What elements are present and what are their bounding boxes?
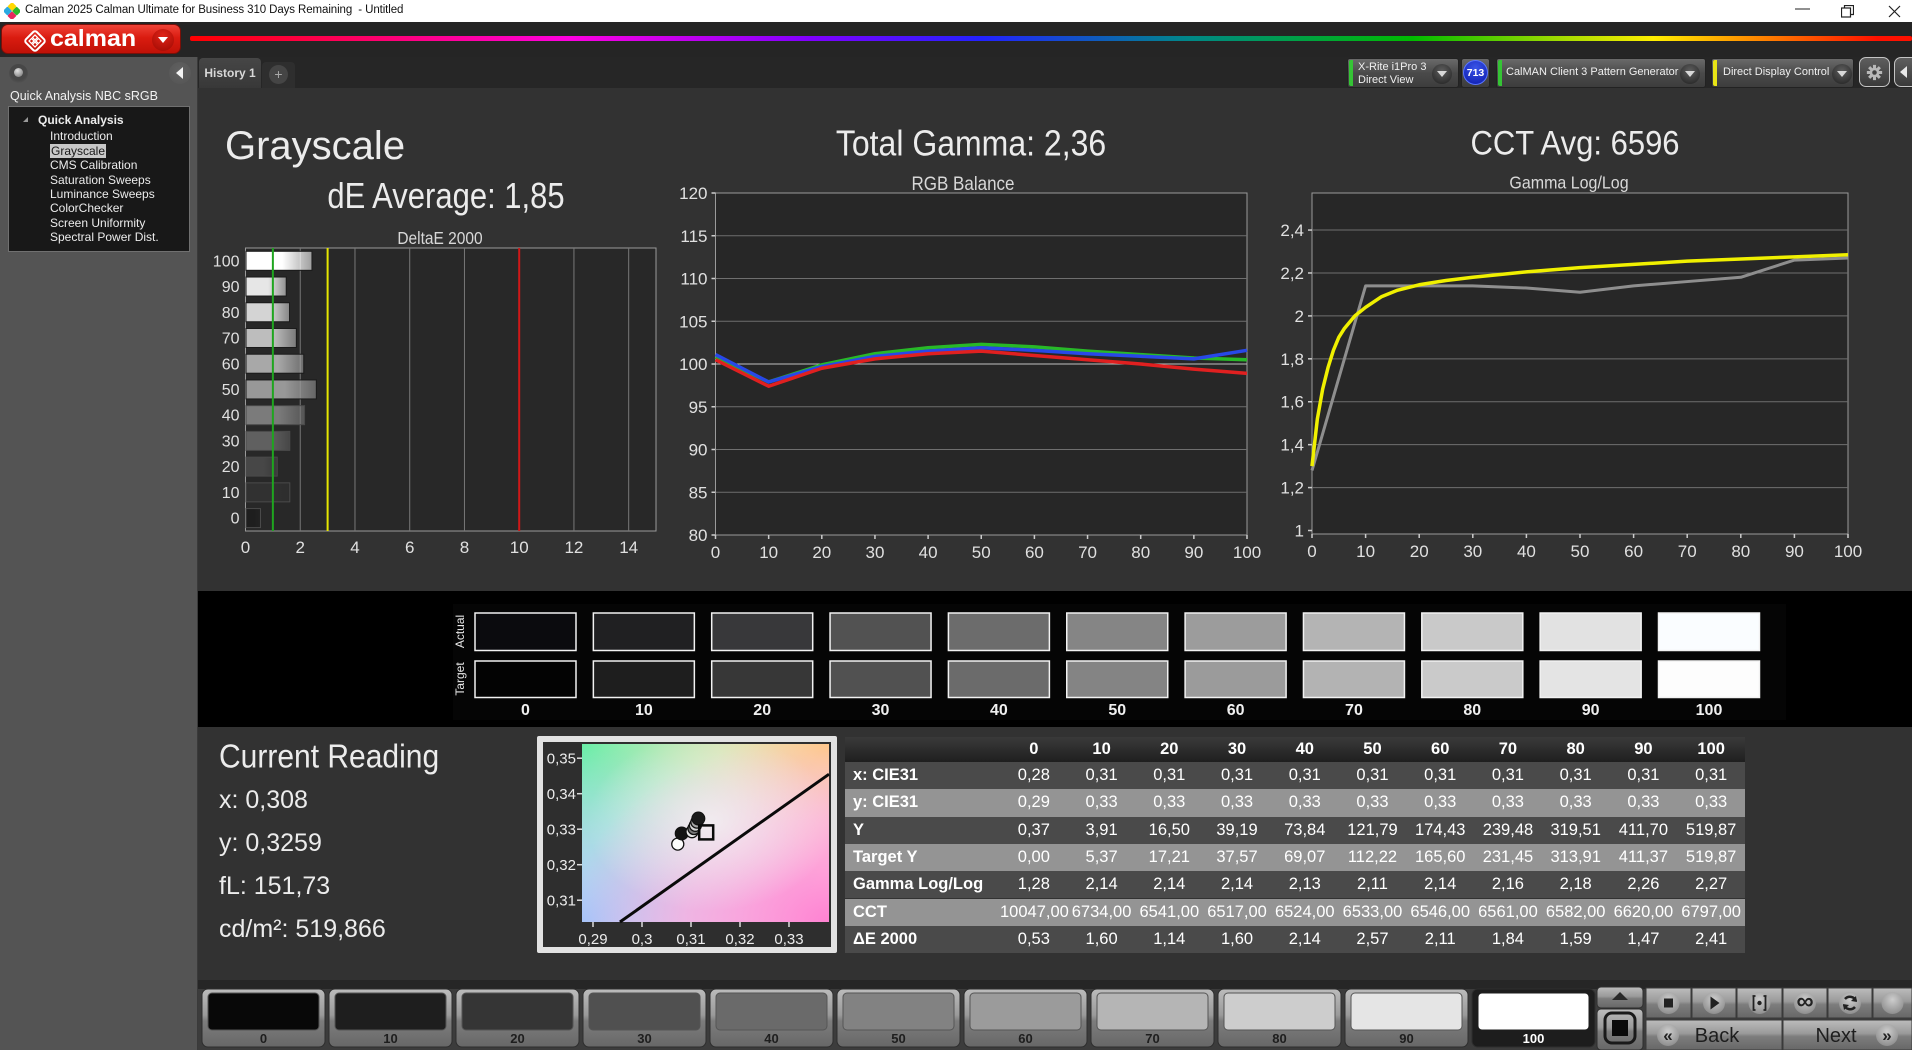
svg-text:50: 50 xyxy=(891,1031,905,1046)
svg-text:Target: Target xyxy=(453,662,467,696)
svg-text:60: 60 xyxy=(1018,1031,1032,1046)
svg-text:∞: ∞ xyxy=(1796,988,1813,1015)
svg-text:0,3: 0,3 xyxy=(632,931,653,948)
svg-text:Back: Back xyxy=(1695,1025,1740,1047)
svg-text:6: 6 xyxy=(405,538,414,557)
svg-text:0,32: 0,32 xyxy=(547,857,576,874)
svg-text:100: 100 xyxy=(1834,542,1862,561)
svg-text:0: 0 xyxy=(1307,542,1316,561)
svg-text:0: 0 xyxy=(260,1031,267,1046)
svg-text:14: 14 xyxy=(619,538,638,557)
svg-text:120: 120 xyxy=(679,184,707,203)
svg-text:Actual: Actual xyxy=(453,615,467,648)
svg-text:30: 30 xyxy=(872,702,890,719)
svg-text:80: 80 xyxy=(222,305,240,322)
svg-text:40: 40 xyxy=(222,408,240,425)
svg-text:0,31: 0,31 xyxy=(676,931,705,948)
svg-text:40: 40 xyxy=(990,702,1008,719)
svg-text:40: 40 xyxy=(1517,542,1536,561)
svg-text:20: 20 xyxy=(812,543,831,562)
svg-text:0: 0 xyxy=(521,702,530,719)
svg-text:80: 80 xyxy=(1272,1031,1286,1046)
svg-text:10: 10 xyxy=(759,543,778,562)
svg-text:10: 10 xyxy=(383,1031,397,1046)
svg-text:80: 80 xyxy=(1131,543,1150,562)
svg-text:30: 30 xyxy=(865,543,884,562)
svg-text:100: 100 xyxy=(1233,543,1261,562)
svg-text:2: 2 xyxy=(1295,307,1304,326)
svg-text:0,33: 0,33 xyxy=(547,822,576,839)
svg-text:10: 10 xyxy=(1356,542,1375,561)
svg-text:»: » xyxy=(1882,1026,1891,1045)
svg-text:70: 70 xyxy=(222,331,240,348)
svg-text:100: 100 xyxy=(679,355,707,374)
svg-text:50: 50 xyxy=(972,543,991,562)
svg-text:60: 60 xyxy=(1025,543,1044,562)
svg-text:30: 30 xyxy=(637,1031,651,1046)
svg-text:0: 0 xyxy=(231,511,240,528)
svg-text:50: 50 xyxy=(222,382,240,399)
svg-text:20: 20 xyxy=(1410,542,1429,561)
svg-text:100: 100 xyxy=(213,253,240,270)
svg-text:30: 30 xyxy=(1463,542,1482,561)
svg-text:2,4: 2,4 xyxy=(1280,221,1304,240)
svg-text:30: 30 xyxy=(222,433,240,450)
svg-text:90: 90 xyxy=(1582,702,1600,719)
svg-text:60: 60 xyxy=(222,356,240,373)
svg-text:80: 80 xyxy=(689,526,708,545)
svg-text:20: 20 xyxy=(753,702,771,719)
svg-text:60: 60 xyxy=(1227,702,1245,719)
svg-text:8: 8 xyxy=(460,538,469,557)
svg-text:80: 80 xyxy=(1731,542,1750,561)
svg-text:100: 100 xyxy=(1523,1031,1545,1046)
svg-text:«: « xyxy=(1663,1026,1672,1045)
svg-text:20: 20 xyxy=(222,459,240,476)
svg-text:70: 70 xyxy=(1345,702,1363,719)
svg-text:10: 10 xyxy=(222,485,240,502)
svg-text:115: 115 xyxy=(680,227,707,246)
svg-text:70: 70 xyxy=(1145,1031,1159,1046)
svg-text:85: 85 xyxy=(689,483,708,502)
svg-text:1,6: 1,6 xyxy=(1280,393,1304,412)
svg-text:0,34: 0,34 xyxy=(547,786,576,803)
svg-text:50: 50 xyxy=(1571,542,1590,561)
svg-text:10: 10 xyxy=(635,702,653,719)
svg-text:2,2: 2,2 xyxy=(1280,264,1304,283)
svg-text:0,33: 0,33 xyxy=(774,931,803,948)
svg-text:100: 100 xyxy=(1696,702,1723,719)
svg-text:0: 0 xyxy=(241,538,250,557)
svg-text:10: 10 xyxy=(510,538,529,557)
svg-text:0,29: 0,29 xyxy=(578,931,607,948)
svg-text:90: 90 xyxy=(689,441,708,460)
svg-text:50: 50 xyxy=(1108,702,1126,719)
svg-text:90: 90 xyxy=(1184,543,1203,562)
svg-text:0,31: 0,31 xyxy=(547,893,576,910)
svg-text:Next: Next xyxy=(1815,1025,1857,1047)
svg-text:70: 70 xyxy=(1678,542,1697,561)
svg-text:40: 40 xyxy=(764,1031,778,1046)
svg-text:60: 60 xyxy=(1624,542,1643,561)
svg-text:90: 90 xyxy=(1785,542,1804,561)
svg-text:110: 110 xyxy=(680,270,707,289)
svg-text:0,35: 0,35 xyxy=(547,751,576,768)
svg-text:80: 80 xyxy=(1463,702,1481,719)
svg-text:0: 0 xyxy=(711,543,720,562)
svg-text:40: 40 xyxy=(919,543,938,562)
svg-text:1,4: 1,4 xyxy=(1280,436,1304,455)
svg-text:12: 12 xyxy=(564,538,583,557)
svg-text:1,8: 1,8 xyxy=(1280,350,1304,369)
svg-text:1,2: 1,2 xyxy=(1280,479,1304,498)
svg-text:90: 90 xyxy=(222,279,240,296)
svg-text:90: 90 xyxy=(1399,1031,1413,1046)
svg-text:2: 2 xyxy=(296,538,305,557)
svg-text:1: 1 xyxy=(1295,522,1304,541)
svg-text:4: 4 xyxy=(350,538,359,557)
svg-text:95: 95 xyxy=(689,398,708,417)
svg-text:0,32: 0,32 xyxy=(725,931,754,948)
svg-text:70: 70 xyxy=(1078,543,1097,562)
svg-text:105: 105 xyxy=(679,312,707,331)
svg-text:20: 20 xyxy=(510,1031,524,1046)
